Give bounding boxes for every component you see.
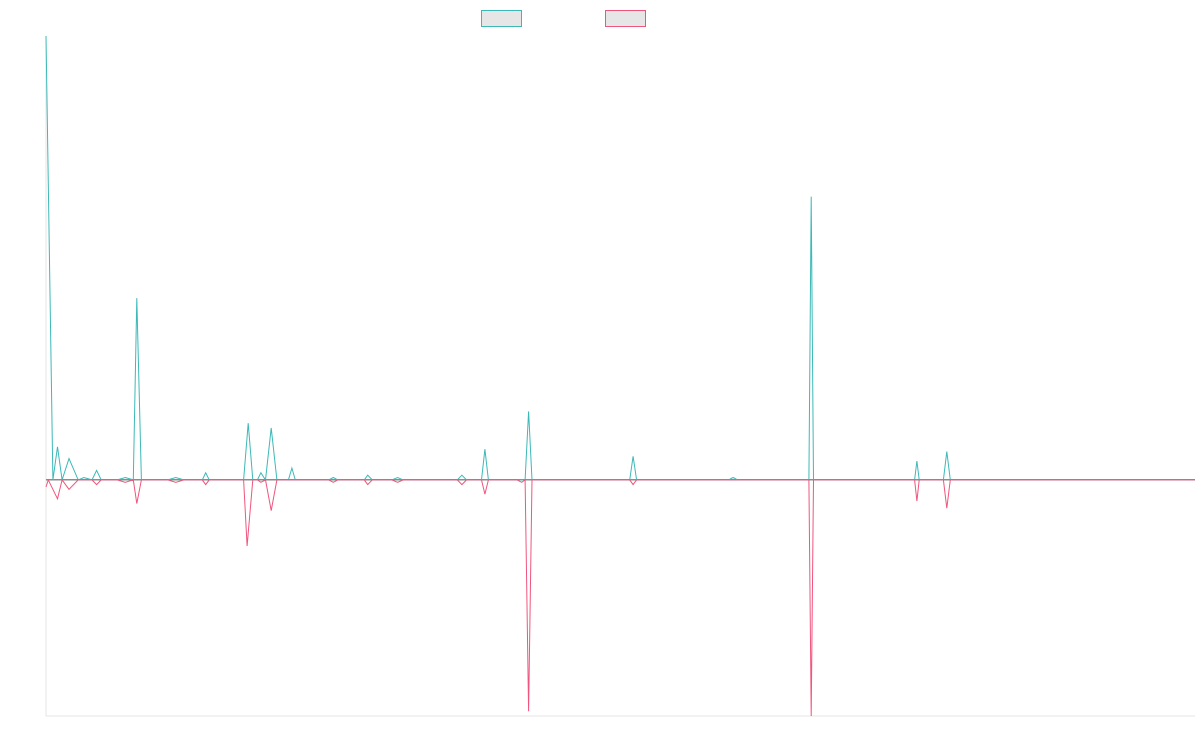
legend[interactable] (481, 10, 646, 27)
series-group (45, 35, 1195, 717)
series-line-2 (45, 478, 1195, 717)
legend-swatch-1[interactable] (481, 10, 522, 27)
series-line-1 (45, 35, 1195, 482)
legend-swatch-2[interactable] (605, 10, 646, 27)
